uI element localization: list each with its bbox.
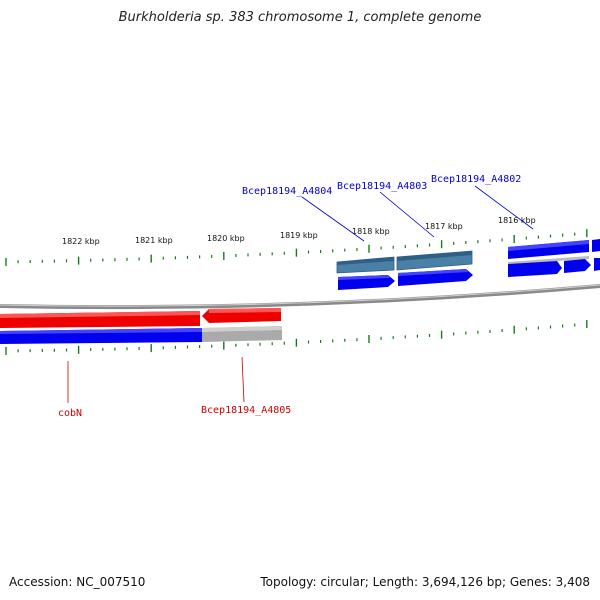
- lower-scale-ticks: [5, 320, 588, 355]
- leader-a4803: [379, 191, 435, 238]
- gene-a4805-reverse[interactable]: [202, 308, 281, 323]
- gene-a4801-cds[interactable]: [508, 258, 600, 277]
- scale-label-1820: 1820 kbp: [207, 234, 245, 243]
- gene-a4804-cds[interactable]: [398, 269, 473, 286]
- gene-cobn-forward[interactable]: [0, 328, 202, 344]
- upper-scale-ticks: [5, 229, 588, 266]
- gene-cobn-reverse[interactable]: [0, 311, 200, 328]
- scale-label-1819: 1819 kbp: [280, 231, 318, 240]
- leader-a4804: [301, 196, 365, 242]
- gene-a4803[interactable]: [396, 250, 473, 271]
- scale-label-1816: 1816 kbp: [498, 216, 536, 225]
- gene-a4804[interactable]: [336, 256, 395, 274]
- gene-label-a4802[interactable]: Bcep18194_A4802: [431, 174, 521, 185]
- scale-label-1822: 1822 kbp: [62, 237, 100, 246]
- accession-text: Accession: NC_007510: [9, 575, 146, 589]
- scale-label-1821: 1821 kbp: [135, 236, 173, 245]
- chromosome-backbone: [0, 284, 600, 310]
- map-title: Burkholderia sp. 383 chromosome 1, compl…: [118, 10, 482, 25]
- gene-a4803-cds[interactable]: [338, 275, 395, 290]
- leader-a4805: [241, 356, 245, 403]
- noncoding-segment[interactable]: [202, 326, 282, 342]
- topology-text: Topology: circular; Length: 3,694,126 bp…: [260, 575, 590, 589]
- scale-label-1817: 1817 kbp: [425, 222, 463, 231]
- gene-label-a4803[interactable]: Bcep18194_A4803: [337, 181, 427, 192]
- chromosome-backbone-highlight: [0, 284, 600, 307]
- gene-label-a4805[interactable]: Bcep18194_A4805: [201, 405, 291, 416]
- leader-a4802: [474, 185, 534, 230]
- gene-label-a4804[interactable]: Bcep18194_A4804: [242, 186, 332, 197]
- scale-label-1818: 1818 kbp: [352, 227, 390, 236]
- gene-a4802-partial[interactable]: [592, 239, 600, 252]
- gene-a4802[interactable]: [508, 240, 589, 264]
- gene-label-cobn[interactable]: cobN: [58, 408, 82, 419]
